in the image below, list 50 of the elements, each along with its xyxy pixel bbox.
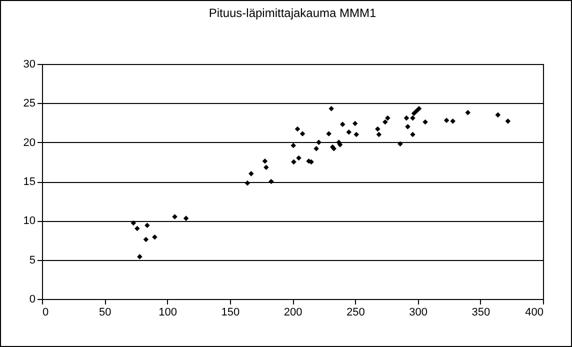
y-tick-label: 0 [29,294,36,306]
point [137,254,142,260]
point [290,142,296,148]
point [416,106,422,112]
x-tick-label: 400 [525,306,544,318]
point [143,236,149,242]
x-tick-label: 0 [42,306,49,318]
point [314,146,319,152]
x-tick-label: 250 [346,306,365,318]
point [152,234,158,240]
point [326,131,332,136]
point [144,222,150,228]
point [444,118,450,124]
point [385,115,390,121]
y-tick-label: 5 [29,254,36,266]
y-tick-label: 10 [23,215,36,228]
point [264,164,269,170]
x-tick-label: 350 [472,306,490,318]
point [404,115,410,121]
x-tick-label: 200 [284,306,302,318]
y-tick-label: 15 [23,176,36,188]
point [244,180,250,186]
point [316,140,322,145]
point [398,141,403,147]
point [172,214,178,220]
x-tick-label: 100 [158,306,177,318]
y-tick-label: 30 [23,58,36,70]
y-tick-label: 25 [23,98,36,110]
point [130,220,136,226]
point [328,106,334,112]
point [346,130,352,135]
point [414,108,420,114]
point [354,132,360,138]
point [248,171,254,176]
chart-title: Pituus-läpimittajakauma MMM1 [208,6,377,20]
point [262,158,268,164]
point [405,124,410,130]
point [505,118,511,124]
point [352,120,358,126]
x-tick-label: 300 [409,306,428,318]
x-tick-label: 50 [99,306,112,318]
point [450,118,456,124]
point [465,110,470,116]
x-tick-label: 150 [221,306,240,318]
y-tick-label: 20 [23,136,36,149]
point [382,119,388,125]
point [376,132,382,138]
point [495,112,501,118]
point [294,126,300,132]
point [340,122,346,127]
